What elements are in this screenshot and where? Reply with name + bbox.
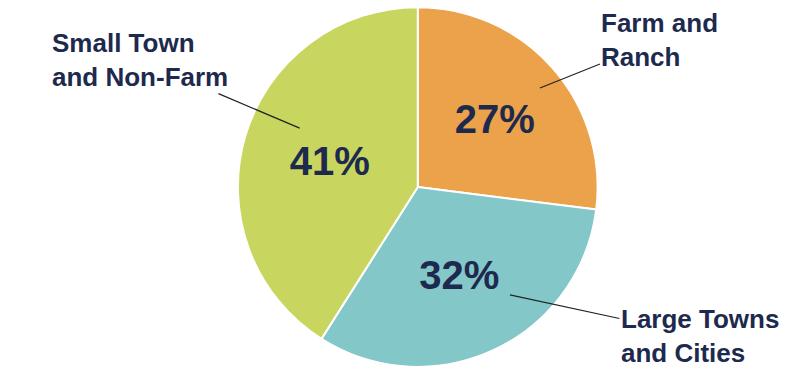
svg-text:Farm andRanch: Farm andRanch <box>601 8 718 72</box>
svg-text:32%: 32% <box>419 253 499 297</box>
svg-text:Small Townand Non-Farm: Small Townand Non-Farm <box>52 28 228 92</box>
svg-text:Large Townsand Cities: Large Townsand Cities <box>621 304 779 368</box>
svg-text:27%: 27% <box>455 97 535 141</box>
svg-text:41%: 41% <box>290 139 370 183</box>
